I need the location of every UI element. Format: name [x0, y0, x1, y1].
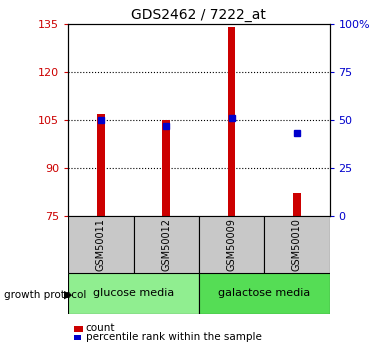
Text: ▶: ▶ [64, 290, 72, 300]
Text: glucose media: glucose media [93, 288, 174, 298]
Bar [68, 216, 133, 273]
Bar [199, 273, 330, 314]
Bar [162, 120, 170, 216]
Text: GSM50012: GSM50012 [161, 218, 171, 270]
Text: GSM50011: GSM50011 [96, 218, 106, 270]
Text: galactose media: galactose media [218, 288, 310, 298]
Text: count: count [86, 324, 115, 333]
Text: GSM50010: GSM50010 [292, 218, 302, 270]
Bar [199, 216, 264, 273]
Text: growth protocol: growth protocol [4, 290, 86, 300]
Bar [133, 216, 199, 273]
Bar [97, 114, 105, 216]
Bar [68, 273, 199, 314]
Bar [264, 216, 330, 273]
Text: percentile rank within the sample: percentile rank within the sample [86, 333, 262, 342]
Bar [228, 27, 236, 216]
Bar [293, 193, 301, 216]
Title: GDS2462 / 7222_at: GDS2462 / 7222_at [131, 8, 266, 22]
Text: GSM50009: GSM50009 [227, 218, 237, 270]
